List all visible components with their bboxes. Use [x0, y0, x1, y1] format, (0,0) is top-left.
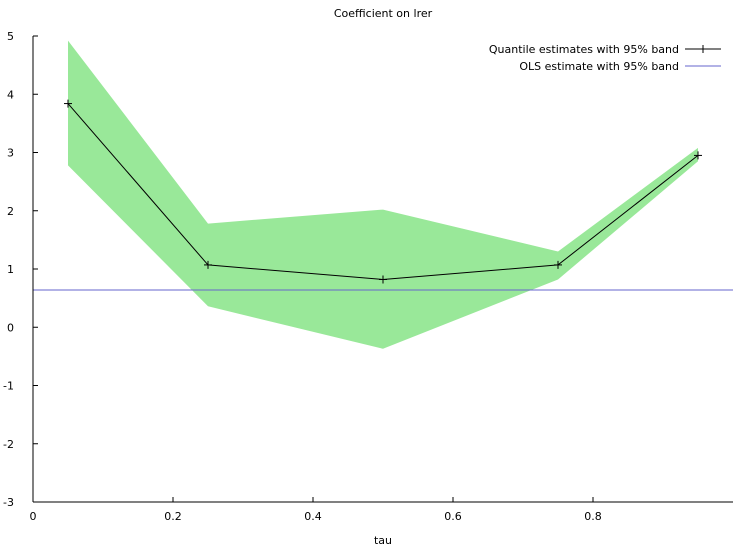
legend-label-ols: OLS estimate with 95% band: [519, 60, 679, 73]
quantile-point: [694, 151, 702, 160]
quantile-point: [204, 260, 212, 269]
y-tick-label: -2: [3, 438, 14, 451]
x-tick-label: 0.6: [444, 510, 462, 523]
x-tick-label: 0: [30, 510, 37, 523]
legend-label-quantile: Quantile estimates with 95% band: [489, 43, 679, 56]
y-tick-label: 2: [7, 205, 14, 218]
quantile-confidence-band: [68, 40, 698, 349]
chart-title: Coefficient on lrer: [334, 7, 433, 20]
y-tick-label: 3: [7, 147, 14, 160]
quantile-point: [554, 260, 562, 269]
y-tick-label: 5: [7, 30, 14, 43]
y-tick-label: -1: [3, 380, 14, 393]
y-tick-label: 4: [7, 88, 14, 101]
y-tick-label: 0: [7, 321, 14, 334]
y-tick-label: 1: [7, 263, 14, 276]
y-tick-label: -3: [3, 496, 14, 509]
x-tick-label: 0.8: [584, 510, 602, 523]
x-tick-label: 0.2: [164, 510, 182, 523]
x-tick-label: 0.4: [304, 510, 322, 523]
quantile-point: [379, 275, 387, 284]
x-axis-label: tau: [374, 534, 392, 547]
quantile-point: [64, 99, 72, 108]
